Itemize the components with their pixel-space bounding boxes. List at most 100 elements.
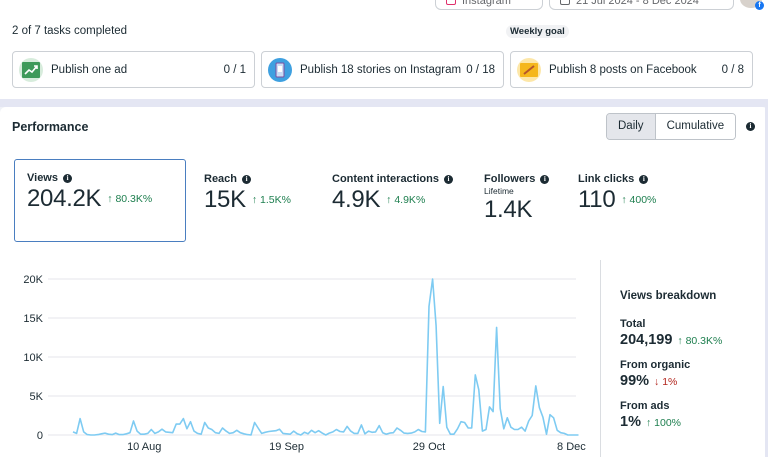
data-point[interactable]	[552, 416, 555, 419]
data-point[interactable]	[417, 428, 420, 431]
data-point[interactable]	[399, 429, 402, 432]
data-point[interactable]	[463, 421, 466, 424]
data-point[interactable]	[460, 420, 463, 423]
data-point[interactable]	[139, 433, 142, 436]
data-point[interactable]	[157, 430, 160, 433]
data-point[interactable]	[292, 430, 295, 433]
data-point[interactable]	[257, 426, 260, 429]
data-point[interactable]	[452, 433, 455, 436]
data-point[interactable]	[538, 406, 541, 409]
data-point[interactable]	[299, 434, 302, 437]
data-point[interactable]	[520, 426, 523, 429]
data-point[interactable]	[374, 430, 377, 433]
metric-card-views[interactable]: Views i 204.2K ↑ 80.3K%	[14, 159, 186, 242]
data-point[interactable]	[185, 427, 188, 430]
data-point[interactable]	[128, 431, 131, 434]
task-card-publish-ad[interactable]: Publish one ad 0 / 1	[12, 51, 255, 88]
data-point[interactable]	[360, 423, 363, 426]
data-point[interactable]	[100, 432, 103, 435]
data-point[interactable]	[274, 429, 277, 432]
data-point[interactable]	[431, 278, 434, 281]
data-point[interactable]	[403, 432, 406, 435]
data-point[interactable]	[563, 432, 566, 435]
data-point[interactable]	[296, 432, 299, 435]
data-point[interactable]	[228, 432, 231, 435]
data-point[interactable]	[570, 434, 573, 437]
data-point[interactable]	[143, 433, 146, 436]
data-point[interactable]	[271, 430, 274, 433]
data-point[interactable]	[196, 432, 199, 435]
data-point[interactable]	[175, 423, 178, 426]
data-point[interactable]	[221, 426, 224, 429]
data-point[interactable]	[363, 432, 366, 435]
avatar[interactable]	[740, 0, 762, 8]
data-point[interactable]	[577, 434, 580, 437]
data-point[interactable]	[282, 432, 285, 435]
data-point[interactable]	[339, 430, 342, 433]
data-point[interactable]	[89, 434, 92, 437]
data-point[interactable]	[342, 430, 345, 433]
series-line-views[interactable]	[72, 278, 579, 436]
data-point[interactable]	[314, 431, 317, 434]
data-point[interactable]	[492, 410, 495, 413]
data-point[interactable]	[161, 428, 164, 431]
data-point[interactable]	[324, 434, 327, 437]
data-point[interactable]	[385, 433, 388, 436]
data-point[interactable]	[527, 419, 530, 422]
data-point[interactable]	[517, 428, 520, 431]
data-point[interactable]	[413, 430, 416, 433]
info-icon[interactable]: i	[242, 175, 252, 184]
data-point[interactable]	[153, 432, 156, 435]
data-point[interactable]	[104, 432, 107, 435]
data-point[interactable]	[317, 429, 320, 432]
data-point[interactable]	[356, 432, 359, 435]
metric-card-reach[interactable]: Reach i 15K ↑ 1.5K%	[204, 173, 291, 214]
data-point[interactable]	[388, 432, 391, 435]
data-point[interactable]	[121, 433, 124, 436]
data-point[interactable]	[381, 431, 384, 434]
data-point[interactable]	[178, 423, 181, 426]
data-point[interactable]	[506, 416, 509, 419]
data-point[interactable]	[428, 305, 431, 308]
data-point[interactable]	[310, 429, 313, 432]
data-point[interactable]	[509, 426, 512, 429]
data-point[interactable]	[182, 417, 185, 420]
toggle-cumulative[interactable]: Cumulative	[655, 114, 736, 139]
data-point[interactable]	[303, 431, 306, 434]
data-point[interactable]	[285, 432, 288, 435]
data-point[interactable]	[449, 433, 452, 436]
data-point[interactable]	[495, 326, 498, 329]
metric-card-link-clicks[interactable]: Link clicks i 110 ↑ 400%	[578, 173, 656, 214]
data-point[interactable]	[264, 431, 267, 434]
data-point[interactable]	[353, 432, 356, 435]
data-point[interactable]	[189, 420, 192, 423]
data-point[interactable]	[118, 433, 121, 436]
info-icon[interactable]: i	[63, 174, 73, 183]
data-point[interactable]	[573, 434, 576, 437]
data-point[interactable]	[289, 433, 292, 436]
data-point[interactable]	[545, 433, 548, 436]
data-point[interactable]	[445, 426, 448, 429]
data-point[interactable]	[513, 428, 516, 431]
data-point[interactable]	[534, 384, 537, 387]
data-point[interactable]	[406, 432, 409, 435]
data-point[interactable]	[239, 431, 242, 434]
data-point[interactable]	[392, 431, 395, 434]
account-selector[interactable]: Instagram	[435, 0, 543, 10]
info-icon[interactable]: i	[540, 175, 550, 184]
data-point[interactable]	[246, 433, 249, 436]
data-point[interactable]	[349, 430, 352, 433]
data-point[interactable]	[111, 433, 114, 436]
data-point[interactable]	[367, 430, 370, 433]
data-point[interactable]	[79, 417, 82, 420]
data-point[interactable]	[225, 430, 228, 433]
data-point[interactable]	[331, 430, 334, 433]
data-point[interactable]	[150, 428, 153, 431]
data-point[interactable]	[200, 433, 203, 436]
data-point[interactable]	[267, 430, 270, 433]
data-point[interactable]	[456, 427, 459, 430]
data-point[interactable]	[306, 432, 309, 435]
data-point[interactable]	[470, 426, 473, 429]
data-point[interactable]	[260, 432, 263, 435]
task-card-publish-stories[interactable]: Publish 18 stories on Instagram 0 / 18	[261, 51, 504, 88]
